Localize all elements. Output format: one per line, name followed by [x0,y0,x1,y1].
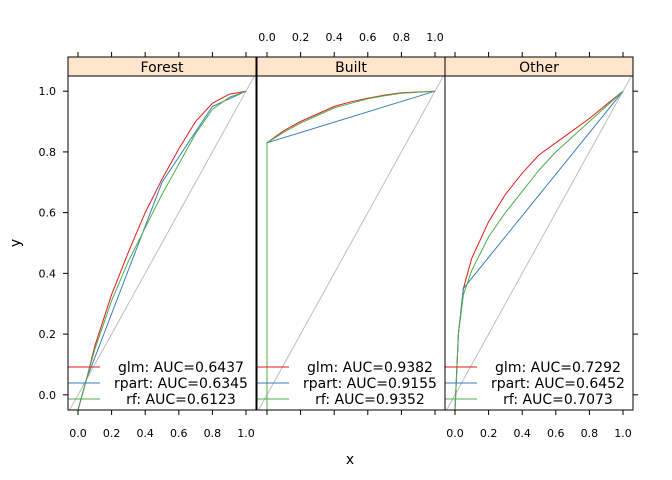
x-tick-label-bottom: 0.6 [170,427,188,440]
legend-label-glm: glm: AUC=0.6437 [118,360,244,376]
legend-label-rf: rf: AUC=0.7073 [503,392,613,408]
y-tick-label: 0.8 [39,146,57,159]
x-tick-label-bottom: 0.6 [547,427,565,440]
x-axis-title: x [346,452,354,468]
panel-outline [444,56,634,411]
x-tick-label-top: 0.0 [258,31,276,44]
x-tick-label-bottom: 0.4 [513,427,531,440]
panel-data [446,76,632,410]
roc-curve-glm [77,90,247,410]
roc-curve-rf [77,90,247,410]
panel-outline [67,56,257,411]
y-tick-label: 0.2 [39,328,57,341]
y-tick-label: 1.0 [39,85,57,98]
roc-curve-rf [454,90,624,410]
panel-outline [256,56,446,411]
x-tick-label-top: 0.8 [393,31,411,44]
strip-label: Forest [141,60,184,76]
y-tick-label: 0.0 [39,389,57,402]
legend-label-rpart: rpart: AUC=0.6345 [114,376,248,392]
x-tick-label-bottom: 0.2 [103,427,121,440]
y-axis-title: y [8,239,24,247]
y-tick-label: 0.6 [39,207,57,220]
roc-curve-rpart [266,90,436,144]
legend-label-rf: rf: AUC=0.9352 [315,392,425,408]
roc-curve-rf [266,90,436,410]
x-tick-label-top: 0.4 [325,31,343,44]
x-tick-label-top: 1.0 [426,31,444,44]
reference-diagonal [258,76,444,410]
y-tick-label: 0.4 [39,267,57,280]
x-tick-label-bottom: 1.0 [237,427,255,440]
panel-data [69,76,255,410]
legend-label-rf: rf: AUC=0.6123 [126,392,236,408]
x-tick-label-bottom: 0.2 [480,427,498,440]
x-tick-label-bottom: 0.0 [446,427,464,440]
x-tick-label-bottom: 0.8 [581,427,599,440]
strip-label: Other [519,60,559,76]
x-tick-label-bottom: 0.4 [136,427,154,440]
y-axis: 0.0 0.2 0.4 0.6 0.8 1.0 [39,85,638,402]
roc-curve-glm [266,90,436,144]
x-tick-label-top: 0.6 [359,31,377,44]
x-tick-label-bottom: 1.0 [614,427,632,440]
legend-label-glm: glm: AUC=0.7292 [495,360,621,376]
legend-label-rpart: rpart: AUC=0.6452 [491,376,625,392]
panel-data [258,76,444,410]
legend-label-glm: glm: AUC=0.9382 [307,360,433,376]
strip-label: Built [335,60,367,76]
x-tick-label-bottom: 0.8 [204,427,222,440]
reference-diagonal [446,76,632,410]
x-tick-label-top: 0.2 [292,31,310,44]
reference-diagonal [69,76,255,410]
x-tick-label-bottom: 0.0 [69,427,87,440]
legend-label-rpart: rpart: AUC=0.9155 [303,376,437,392]
